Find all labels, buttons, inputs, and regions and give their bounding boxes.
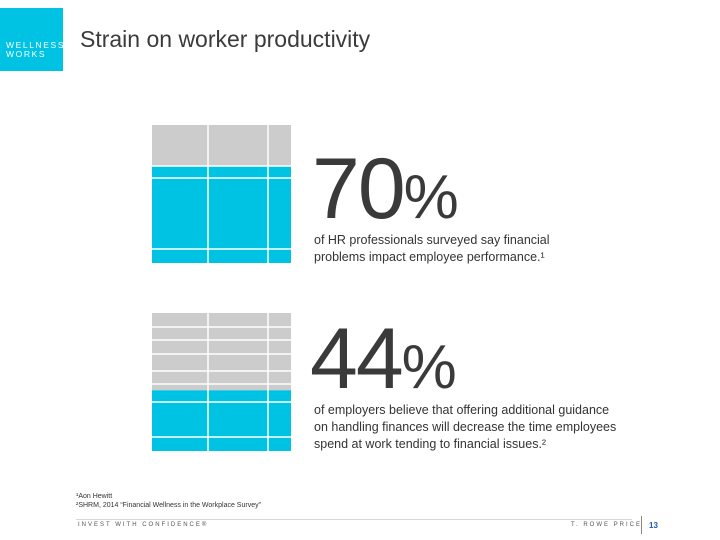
footer-tagline: INVEST WITH CONFIDENCE® <box>78 522 209 528</box>
stat-44-number: 44% <box>310 316 457 402</box>
grid-44-svg <box>152 313 291 451</box>
stat-70-value: 70 <box>312 141 406 237</box>
stat-70-percent-sign: % <box>403 163 459 232</box>
wellness-works-logo: WELLNESS WORKS <box>0 8 63 71</box>
grid-filled-area <box>152 390 291 451</box>
footer-brand: T. ROWE PRICE <box>571 522 643 528</box>
stat-44-text-line-2: on handling finances will decrease the t… <box>314 420 617 434</box>
stat-44-text-line-1: of employers believe that offering addit… <box>314 403 610 417</box>
stat-70-text-line-1: of HR professionals surveyed say financi… <box>314 233 550 247</box>
grid-empty-area <box>152 313 291 391</box>
footer-vertical-bar <box>641 516 642 534</box>
stat-70-number: 70% <box>312 146 459 232</box>
stat-44-percent-sign: % <box>401 333 457 402</box>
stat-44-text-line-3: spend at work tending to financial issue… <box>314 437 547 451</box>
logo-line-2: WORKS <box>6 49 47 59</box>
page-number: 13 <box>649 521 658 530</box>
stat-70-description: of HR professionals surveyed say financi… <box>314 232 550 266</box>
grid-70-svg <box>152 125 291 263</box>
grid-70-percent <box>152 125 291 263</box>
grid-empty-area <box>152 125 291 167</box>
footnote-1: ¹Aon Hewitt <box>76 493 113 500</box>
stat-44-description: of employers believe that offering addit… <box>314 402 616 453</box>
footer-divider <box>76 519 632 520</box>
footnote-2: ²SHRM, 2014 “Financial Wellness in the W… <box>76 502 261 509</box>
stat-70-text-line-2: problems impact employee performance.¹ <box>314 250 545 264</box>
stat-44-value: 44 <box>310 311 404 407</box>
page-title: Strain on worker productivity <box>80 26 371 52</box>
grid-44-percent <box>152 313 291 451</box>
logo-line-1: WELLNESS <box>6 40 66 50</box>
